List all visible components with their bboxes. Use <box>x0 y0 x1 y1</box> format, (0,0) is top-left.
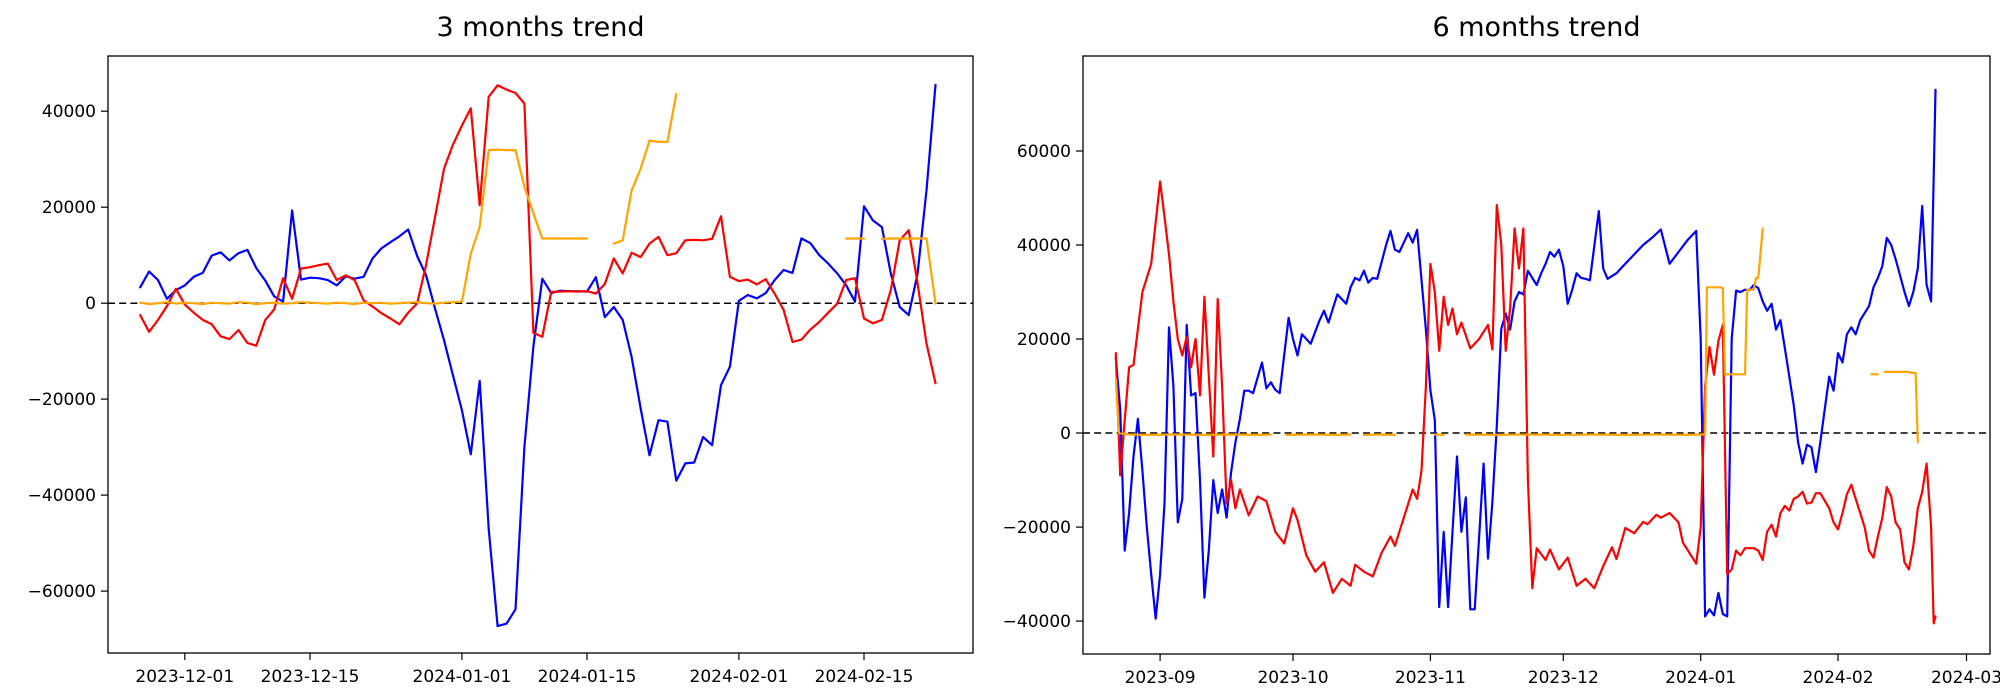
x-tick-label: 2023-12 <box>1528 668 1599 688</box>
series-blue-line <box>139 83 937 628</box>
x-tick-label: 2023-10 <box>1257 668 1328 688</box>
y-tick-label: −40000 <box>1003 612 1071 632</box>
x-tick-label: 2024-02 <box>1802 668 1873 688</box>
y-tick-label: −20000 <box>28 390 96 410</box>
y-tick-label: 20000 <box>42 198 96 218</box>
y-tick-label: 60000 <box>1017 142 1071 162</box>
series-red-line <box>1114 180 1937 625</box>
x-tick-label: 2024-01 <box>1665 668 1736 688</box>
x-tick-label: 2023-11 <box>1395 668 1466 688</box>
y-tick-label: 0 <box>85 294 96 314</box>
x-tick-label: 2023-12-01 <box>135 667 234 687</box>
y-tick-label: 40000 <box>1017 236 1071 256</box>
series-red-line <box>139 84 937 385</box>
x-tick-label: 2023-09 <box>1125 668 1196 688</box>
y-tick-label: 20000 <box>1017 330 1071 350</box>
y-tick-label: −40000 <box>28 486 96 506</box>
x-tick-label: 2024-01-01 <box>413 667 512 687</box>
plot-border <box>1082 55 1991 655</box>
y-tick-label: 40000 <box>42 102 96 122</box>
chart-title-6-months: 6 months trend <box>1432 12 1641 43</box>
chart-title-3-months: 3 months trend <box>436 12 645 43</box>
y-tick-label: 0 <box>1060 424 1071 444</box>
chart-3-months-plot: 2023-12-01 2023-12-15 2024-01-01 2024-01-15… <box>28 55 974 687</box>
plot-border <box>107 55 974 654</box>
x-tick-label: 2024-02-15 <box>815 667 914 687</box>
series-orange-line <box>1114 227 1919 444</box>
y-tick-label: −20000 <box>1003 518 1071 538</box>
y-tick-label: −60000 <box>28 582 96 602</box>
x-tick-label: 2024-02-01 <box>690 667 789 687</box>
chart-6-months-plot: 2023-09 2023-10 2023-11 2023-12 2024-01 2024-… <box>1003 55 2000 688</box>
series-orange-line <box>139 92 937 306</box>
x-tick-label: 2024-01-15 <box>538 667 637 687</box>
x-tick-label: 2024-03 <box>1931 668 2000 688</box>
x-tick-label: 2023-12-15 <box>261 667 360 687</box>
